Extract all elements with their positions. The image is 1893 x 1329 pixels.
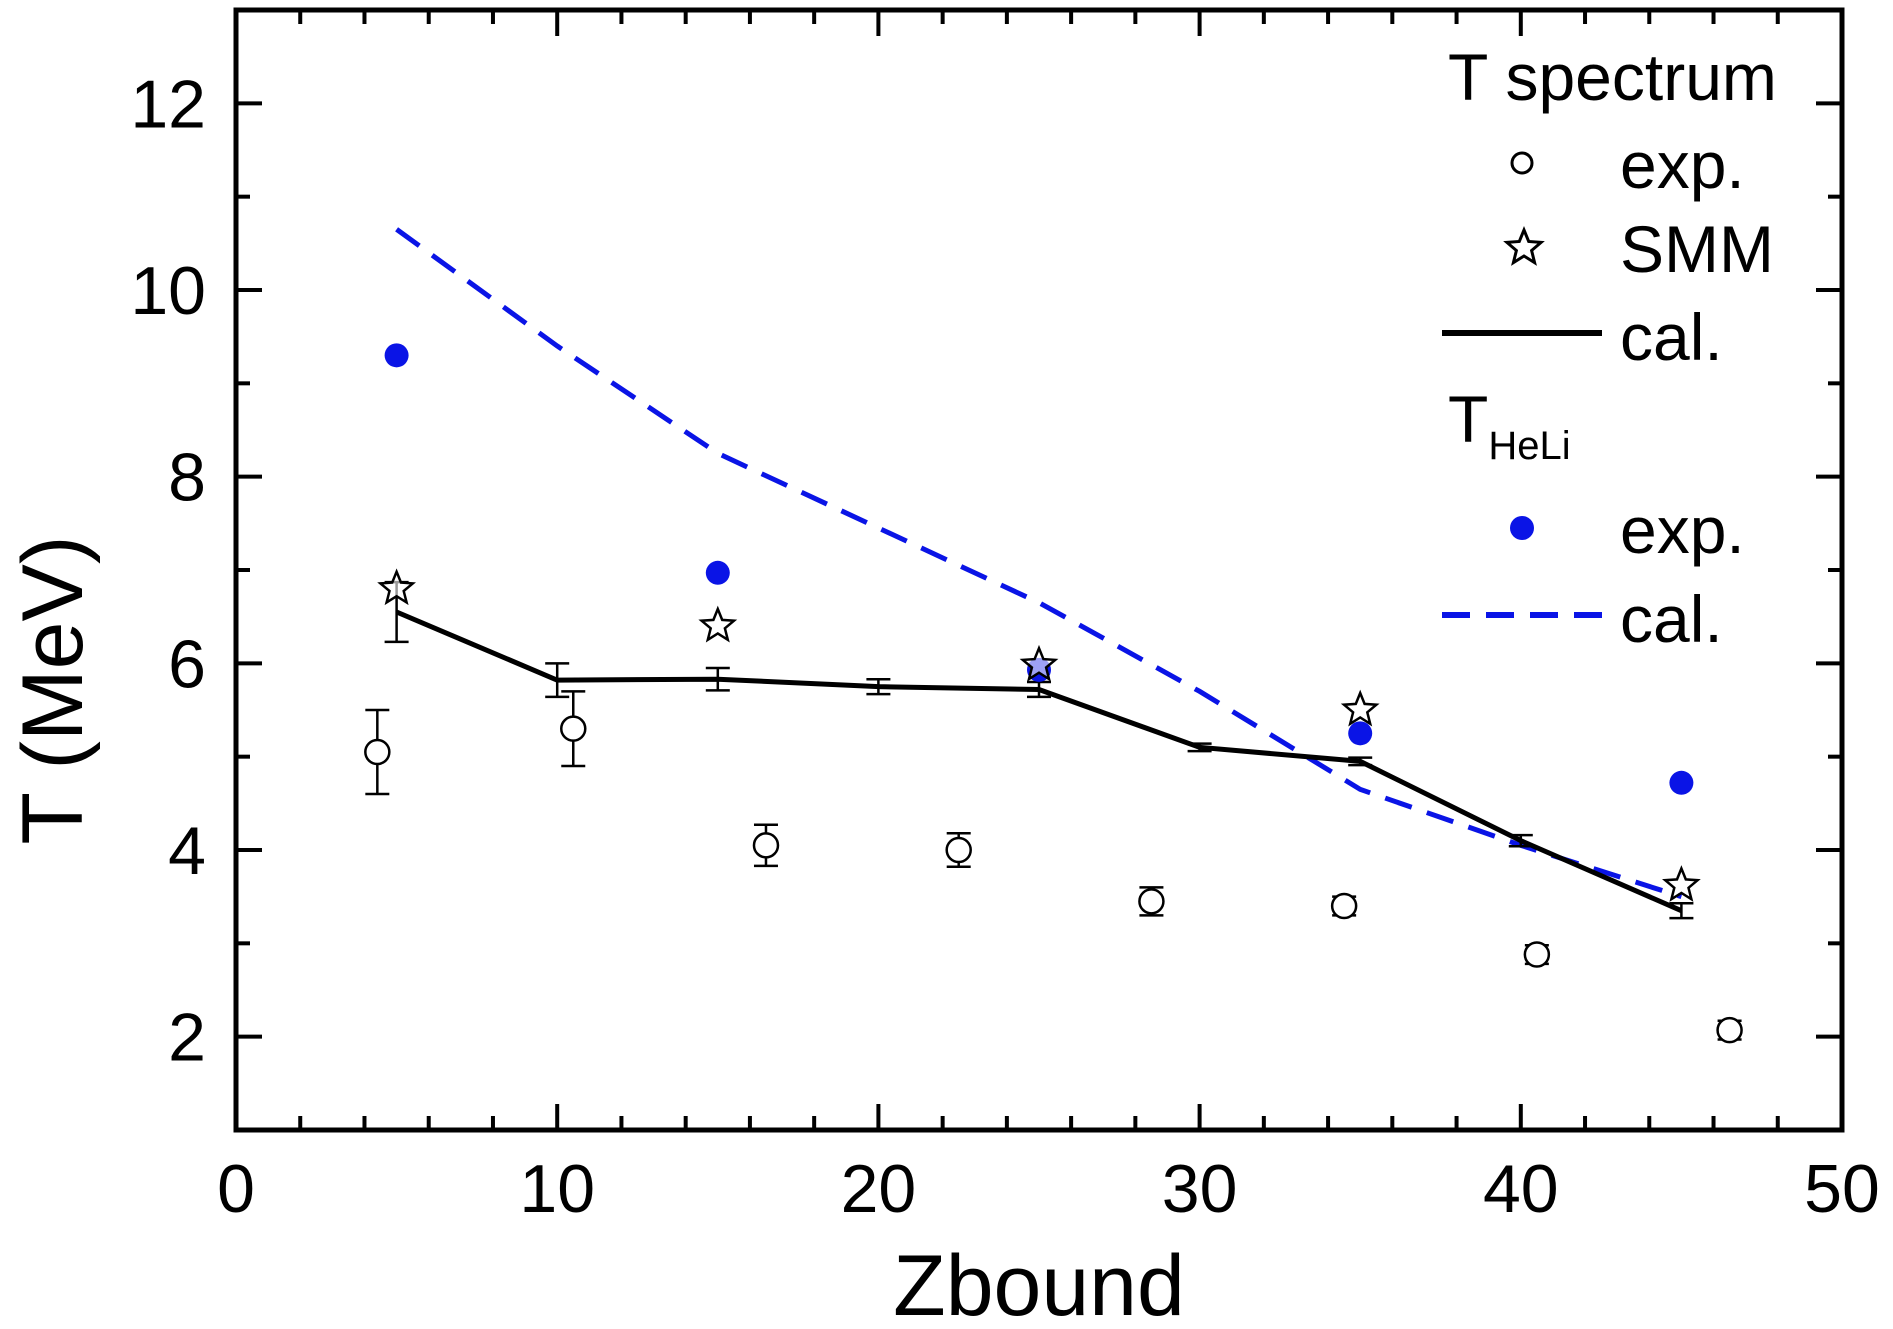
smm-point — [1662, 865, 1701, 902]
exp-point — [1716, 1016, 1743, 1044]
legend-label-smm: SMM — [1620, 212, 1774, 286]
legend-label-exp-theli: exp. — [1620, 493, 1745, 567]
exp-point — [1330, 892, 1358, 920]
legend-group-title-theli: THeLi — [1448, 382, 1571, 468]
legend-group-title-theli-sub: HeLi — [1488, 424, 1570, 468]
legend-group-title-theli-main: T — [1448, 382, 1488, 456]
legend: T spectrum exp. SMM cal. THeLi exp. cal. — [1442, 40, 1777, 656]
series-theli-cal-line — [395, 227, 1683, 900]
y-tick-label: 8 — [168, 440, 206, 516]
exp-point — [1523, 941, 1551, 968]
legend-marker-filled-circle — [1510, 516, 1534, 540]
theli-exp-point — [705, 560, 730, 585]
y-tick-label: 4 — [168, 813, 206, 889]
y-axis-title: T (MeV) — [5, 536, 101, 845]
x-tick-label: 30 — [1162, 1151, 1238, 1227]
y-tick-label: 2 — [168, 1000, 206, 1076]
legend-marker-open-circle — [1510, 151, 1534, 175]
x-tick-label: 10 — [519, 1151, 595, 1227]
y-tick-label: 6 — [168, 626, 206, 702]
theli-exp-point — [1669, 770, 1694, 795]
smm-point — [377, 568, 416, 606]
smm-point — [1340, 689, 1380, 727]
exp-point — [560, 715, 587, 742]
plot-frame — [233, 7, 1845, 1133]
smm-point — [698, 605, 738, 643]
legend-label-cal-theli: cal. — [1620, 582, 1723, 656]
exp-point — [752, 832, 780, 859]
x-tick-label: 40 — [1483, 1151, 1559, 1227]
x-axis-title: Zbound — [893, 1238, 1185, 1329]
theli-exp-point — [1348, 721, 1373, 746]
legend-label-exp-t: exp. — [1620, 128, 1745, 202]
x-tick-label: 20 — [841, 1151, 917, 1227]
y-tick-label: 12 — [130, 66, 206, 142]
exp-point — [945, 836, 972, 864]
exp-point — [1138, 888, 1165, 915]
legend-label-cal-t: cal. — [1620, 300, 1723, 374]
exp-point — [364, 738, 391, 766]
theli-exp-point — [384, 343, 409, 368]
plot-area — [364, 227, 1743, 1044]
legend-group-title-t-spectrum: T spectrum — [1448, 40, 1777, 114]
ticks: 0 10 20 30 40 50 2 4 6 8 10 12 — [130, 8, 1880, 1227]
smm-point — [1019, 644, 1059, 682]
x-tick-label: 50 — [1804, 1151, 1880, 1227]
x-tick-label: 0 — [217, 1151, 255, 1227]
y-tick-label: 10 — [130, 253, 206, 329]
legend-marker-open-star — [1503, 226, 1545, 266]
